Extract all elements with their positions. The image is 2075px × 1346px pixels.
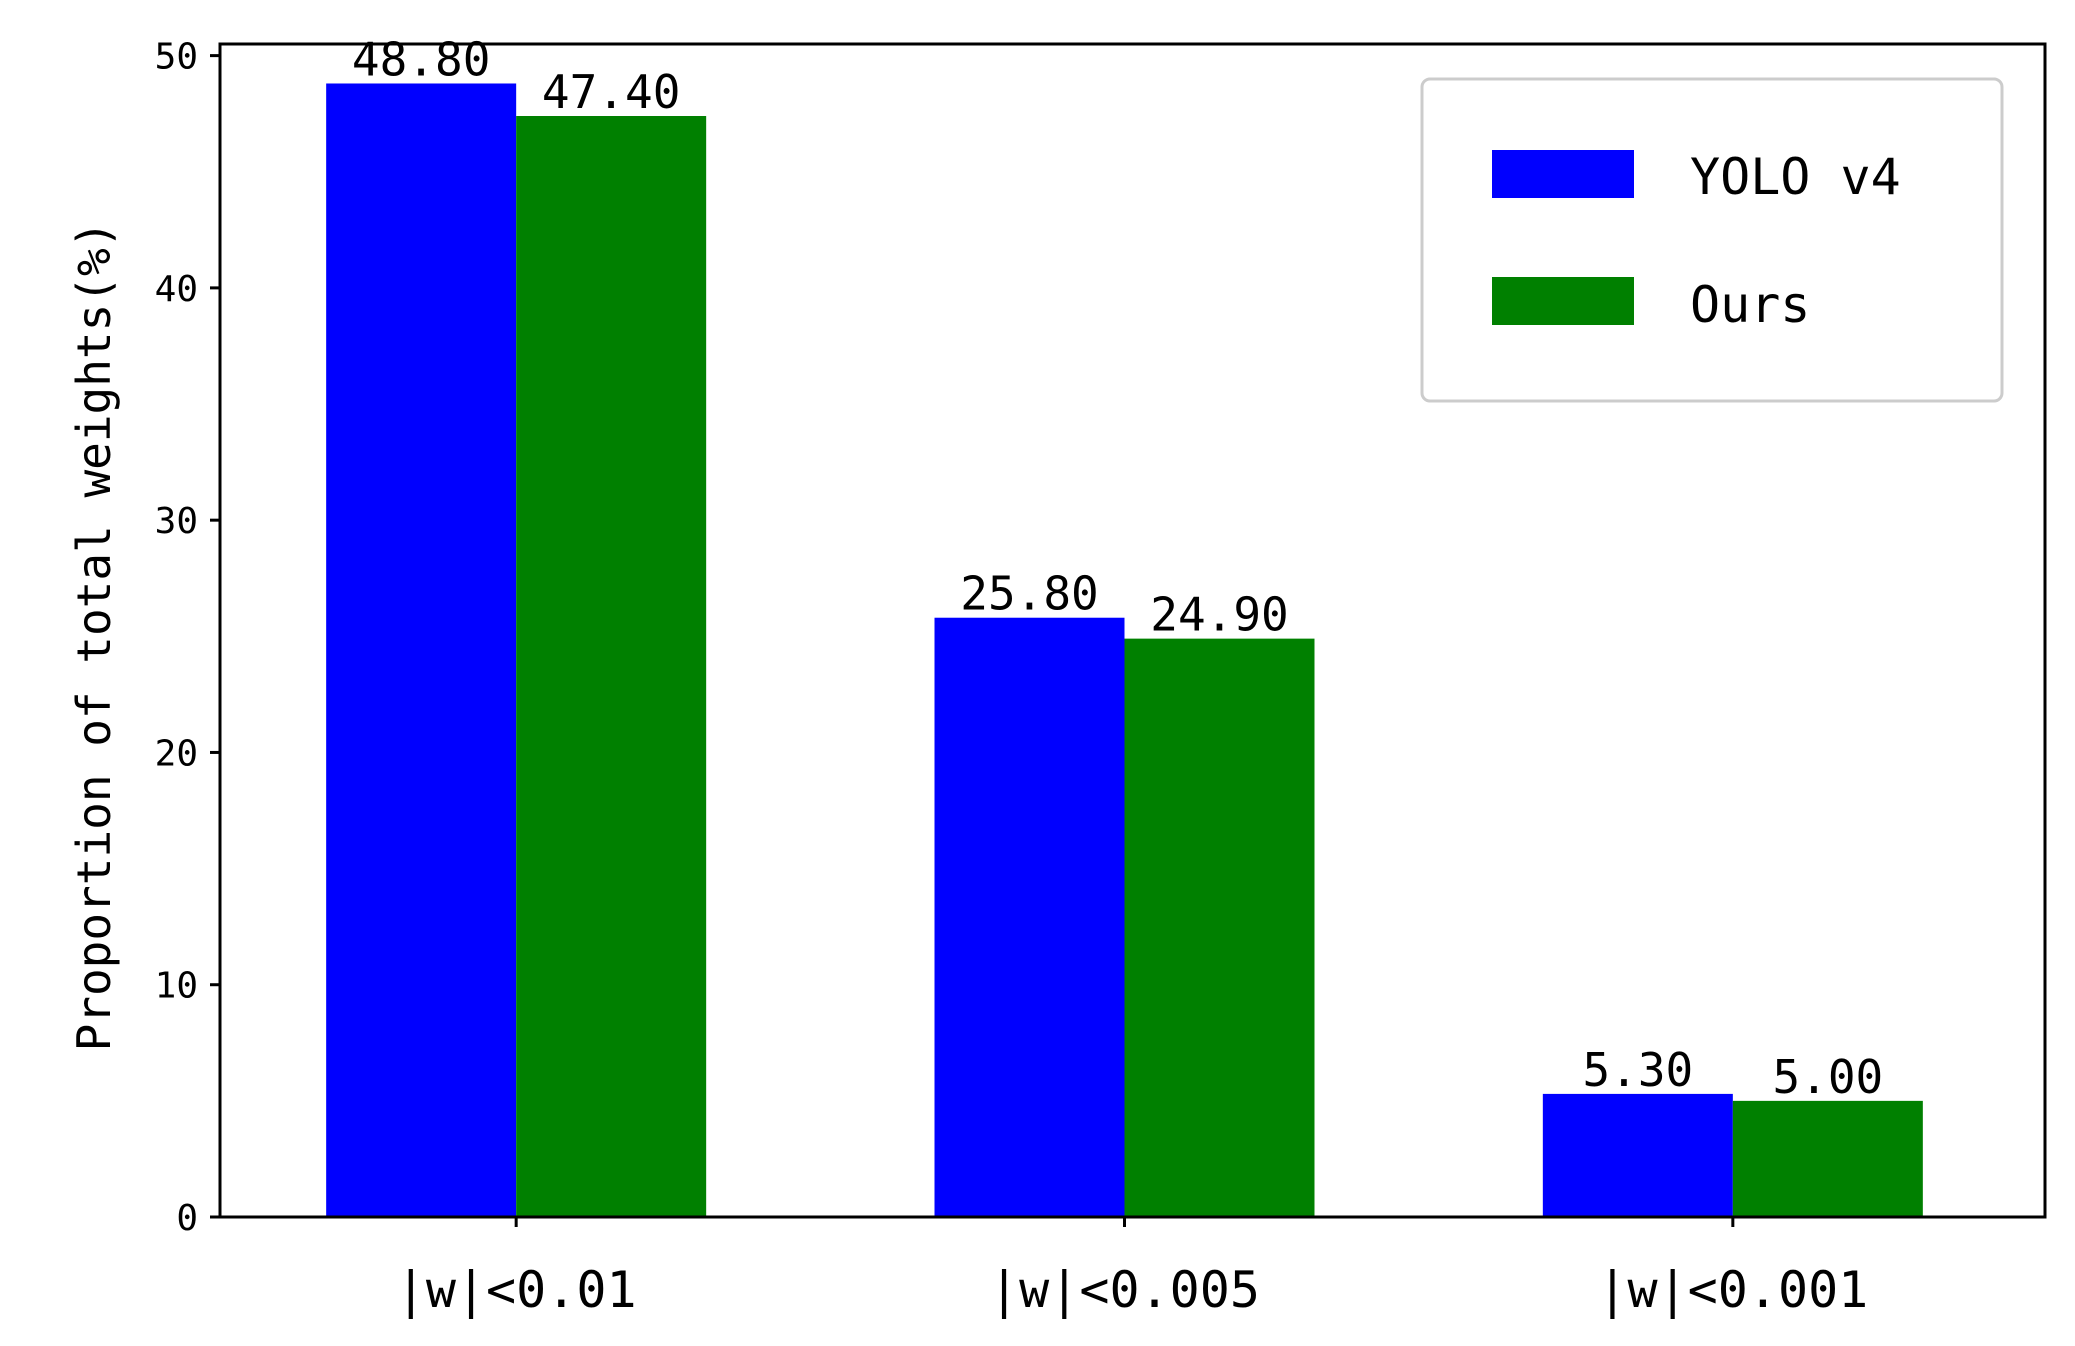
legend-swatch-ours — [1492, 277, 1634, 325]
data-label-yolo-v4-1: 48.80 — [352, 32, 490, 86]
y-tick-label-20: 20 — [155, 733, 198, 774]
plot-frame — [218, 42, 2047, 1219]
x-tick-label-2: |w|<0.005 — [989, 1261, 1260, 1319]
y-tick-label-10: 10 — [155, 966, 198, 1007]
legend: YOLO v4 Ours — [1420, 77, 2004, 403]
bar-ours-2 — [1124, 638, 1315, 1217]
y-tick-label-0: 0 — [176, 1198, 198, 1239]
axes-layer: |w|<0.01 |w|<0.005 |w|<0.001 0 10 20 30 40 50 — [155, 37, 2047, 1319]
data-label-ours-3: 5.00 — [1772, 1050, 1883, 1104]
legend-swatch-yolo-v4 — [1492, 150, 1634, 198]
bar-ours-3 — [1732, 1100, 1923, 1217]
x-tick-label-3: |w|<0.001 — [1597, 1261, 1868, 1319]
legend-box — [1420, 77, 2004, 403]
y-tick-label-40: 40 — [155, 269, 198, 310]
y-tick-label-50: 50 — [155, 37, 198, 78]
y-axis-title: Proportion of total weights(%) — [67, 221, 121, 1052]
data-label-ours-1: 47.40 — [542, 65, 680, 119]
bar-ours-1 — [516, 116, 707, 1217]
data-label-ours-2: 24.90 — [1150, 588, 1288, 642]
data-label-yolo-v4-3: 5.30 — [1582, 1043, 1693, 1097]
legend-label-ours: Ours — [1690, 276, 1810, 334]
bar-yolo-v4-3 — [1542, 1093, 1733, 1217]
legend-label-yolo-v4: YOLO v4 — [1690, 148, 1901, 206]
bar-yolo-v4-2 — [934, 617, 1125, 1217]
y-tick-label-30: 30 — [155, 501, 198, 542]
x-tick-label-1: |w|<0.01 — [396, 1261, 637, 1319]
bars-layer: 48.80 47.40 25.80 24.90 5.30 5.00 — [326, 32, 1923, 1217]
bar-yolo-v4-1 — [326, 83, 517, 1217]
data-label-yolo-v4-2: 25.80 — [960, 567, 1098, 621]
